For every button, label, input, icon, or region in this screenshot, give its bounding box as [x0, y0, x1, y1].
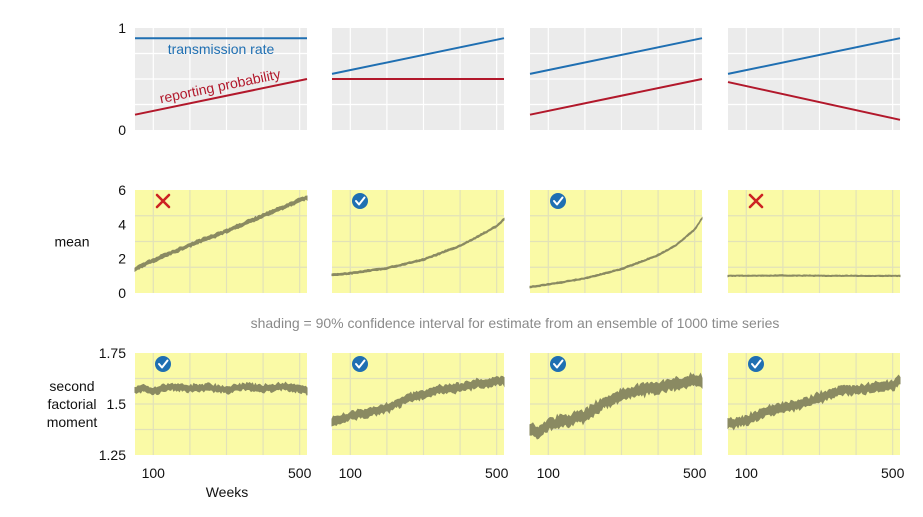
caption: shading = 90% confidence interval for es…: [251, 315, 780, 331]
check-icon: [352, 193, 368, 209]
x-tick-label: 500: [485, 465, 509, 481]
check-icon: [550, 193, 566, 209]
x-tick-label: 100: [735, 465, 759, 481]
check-icon: [155, 356, 171, 372]
reporting-probability-line: [529, 78, 703, 116]
row-label: moment: [47, 414, 98, 430]
confidence-band: [727, 274, 901, 278]
check-mark: [751, 359, 762, 369]
confidence-band: [134, 381, 308, 396]
x-tick-label: 100: [537, 465, 561, 481]
y-tick-label: 1: [118, 20, 126, 36]
confidence-band: [331, 375, 505, 427]
transmission-rate-line: [529, 37, 703, 75]
check-icon: [352, 356, 368, 372]
check-icon: [748, 356, 764, 372]
y-tick-label: 6: [118, 182, 126, 198]
reporting-probability-line: [727, 81, 901, 121]
transmission-rate-line: [331, 37, 505, 75]
check-icon: [550, 356, 566, 372]
row-label: mean: [54, 234, 89, 250]
check-mark: [158, 359, 169, 369]
transmission-rate-line: [727, 37, 901, 75]
transmission-rate-label: transmission rate: [168, 41, 275, 57]
y-tick-label: 1.5: [107, 396, 127, 412]
y-tick-label: 1.25: [99, 447, 126, 463]
confidence-band: [727, 374, 901, 431]
confidence-band: [331, 217, 505, 277]
x-axis-label: Weeks: [206, 484, 249, 500]
confidence-band: [529, 216, 703, 289]
x-tick-label: 100: [339, 465, 363, 481]
check-mark: [355, 359, 366, 369]
check-mark: [553, 196, 564, 206]
x-tick-label: 500: [881, 465, 905, 481]
y-tick-label: 2: [118, 251, 126, 267]
x-tick-label: 500: [683, 465, 707, 481]
confidence-band: [529, 372, 703, 440]
y-tick-label: 0: [118, 285, 126, 301]
y-tick-label: 0: [118, 122, 126, 138]
cross-icon: [748, 193, 764, 209]
check-mark: [355, 196, 366, 206]
reporting-probability-line: [134, 78, 308, 116]
y-tick-label: 4: [118, 216, 126, 232]
row-label: factorial: [47, 396, 96, 412]
row-label: second: [49, 378, 94, 394]
confidence-band: [134, 195, 308, 273]
x-tick-label: 100: [142, 465, 166, 481]
cross-icon: [155, 193, 171, 209]
check-mark: [553, 359, 564, 369]
y-tick-label: 1.75: [99, 345, 126, 361]
x-tick-label: 500: [288, 465, 312, 481]
